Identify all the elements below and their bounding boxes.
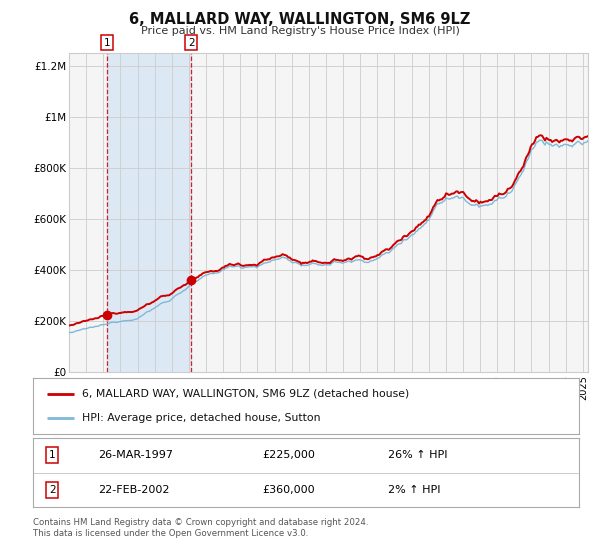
Text: 1: 1 xyxy=(49,450,55,460)
Text: £360,000: £360,000 xyxy=(262,486,315,496)
Text: £225,000: £225,000 xyxy=(262,450,315,460)
Text: 26% ↑ HPI: 26% ↑ HPI xyxy=(388,450,448,460)
Text: 2: 2 xyxy=(49,486,55,496)
Text: 2% ↑ HPI: 2% ↑ HPI xyxy=(388,486,440,496)
Bar xyxy=(107,53,191,372)
Text: 6, MALLARD WAY, WALLINGTON, SM6 9LZ (detached house): 6, MALLARD WAY, WALLINGTON, SM6 9LZ (det… xyxy=(82,389,409,399)
Text: 26-MAR-1997: 26-MAR-1997 xyxy=(98,450,173,460)
Text: HPI: Average price, detached house, Sutton: HPI: Average price, detached house, Sutt… xyxy=(82,413,320,423)
Text: Contains HM Land Registry data © Crown copyright and database right 2024.: Contains HM Land Registry data © Crown c… xyxy=(33,519,368,528)
Text: Price paid vs. HM Land Registry's House Price Index (HPI): Price paid vs. HM Land Registry's House … xyxy=(140,26,460,36)
Text: 2: 2 xyxy=(188,38,194,48)
Text: 1: 1 xyxy=(104,38,110,48)
Text: 22-FEB-2002: 22-FEB-2002 xyxy=(98,486,170,496)
Text: 6, MALLARD WAY, WALLINGTON, SM6 9LZ: 6, MALLARD WAY, WALLINGTON, SM6 9LZ xyxy=(130,12,470,27)
Text: This data is licensed under the Open Government Licence v3.0.: This data is licensed under the Open Gov… xyxy=(33,530,308,539)
